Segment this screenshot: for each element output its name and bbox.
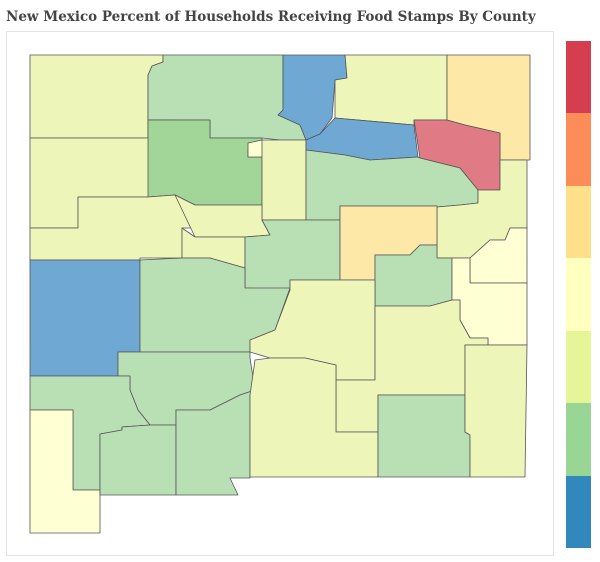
legend-swatch-5 xyxy=(566,330,591,404)
legend-swatch-2 xyxy=(566,113,591,186)
county-san-juan[interactable] xyxy=(29,54,164,139)
county-colfax[interactable] xyxy=(334,54,448,126)
county-luna[interactable] xyxy=(99,424,177,496)
legend-swatch-4 xyxy=(566,258,591,331)
legend-swatch-6 xyxy=(566,403,591,476)
legend-swatch-3 xyxy=(566,185,591,259)
county-lea[interactable] xyxy=(464,344,528,478)
map-title: New Mexico Percent of Households Receivi… xyxy=(6,9,536,25)
county-map xyxy=(29,54,531,534)
legend-swatch-7 xyxy=(566,475,591,548)
county-otero[interactable] xyxy=(249,357,379,478)
county-eddy[interactable] xyxy=(377,394,471,478)
color-legend xyxy=(566,41,591,548)
legend-swatch-1 xyxy=(566,41,591,114)
county-santa-fe[interactable] xyxy=(261,139,307,221)
